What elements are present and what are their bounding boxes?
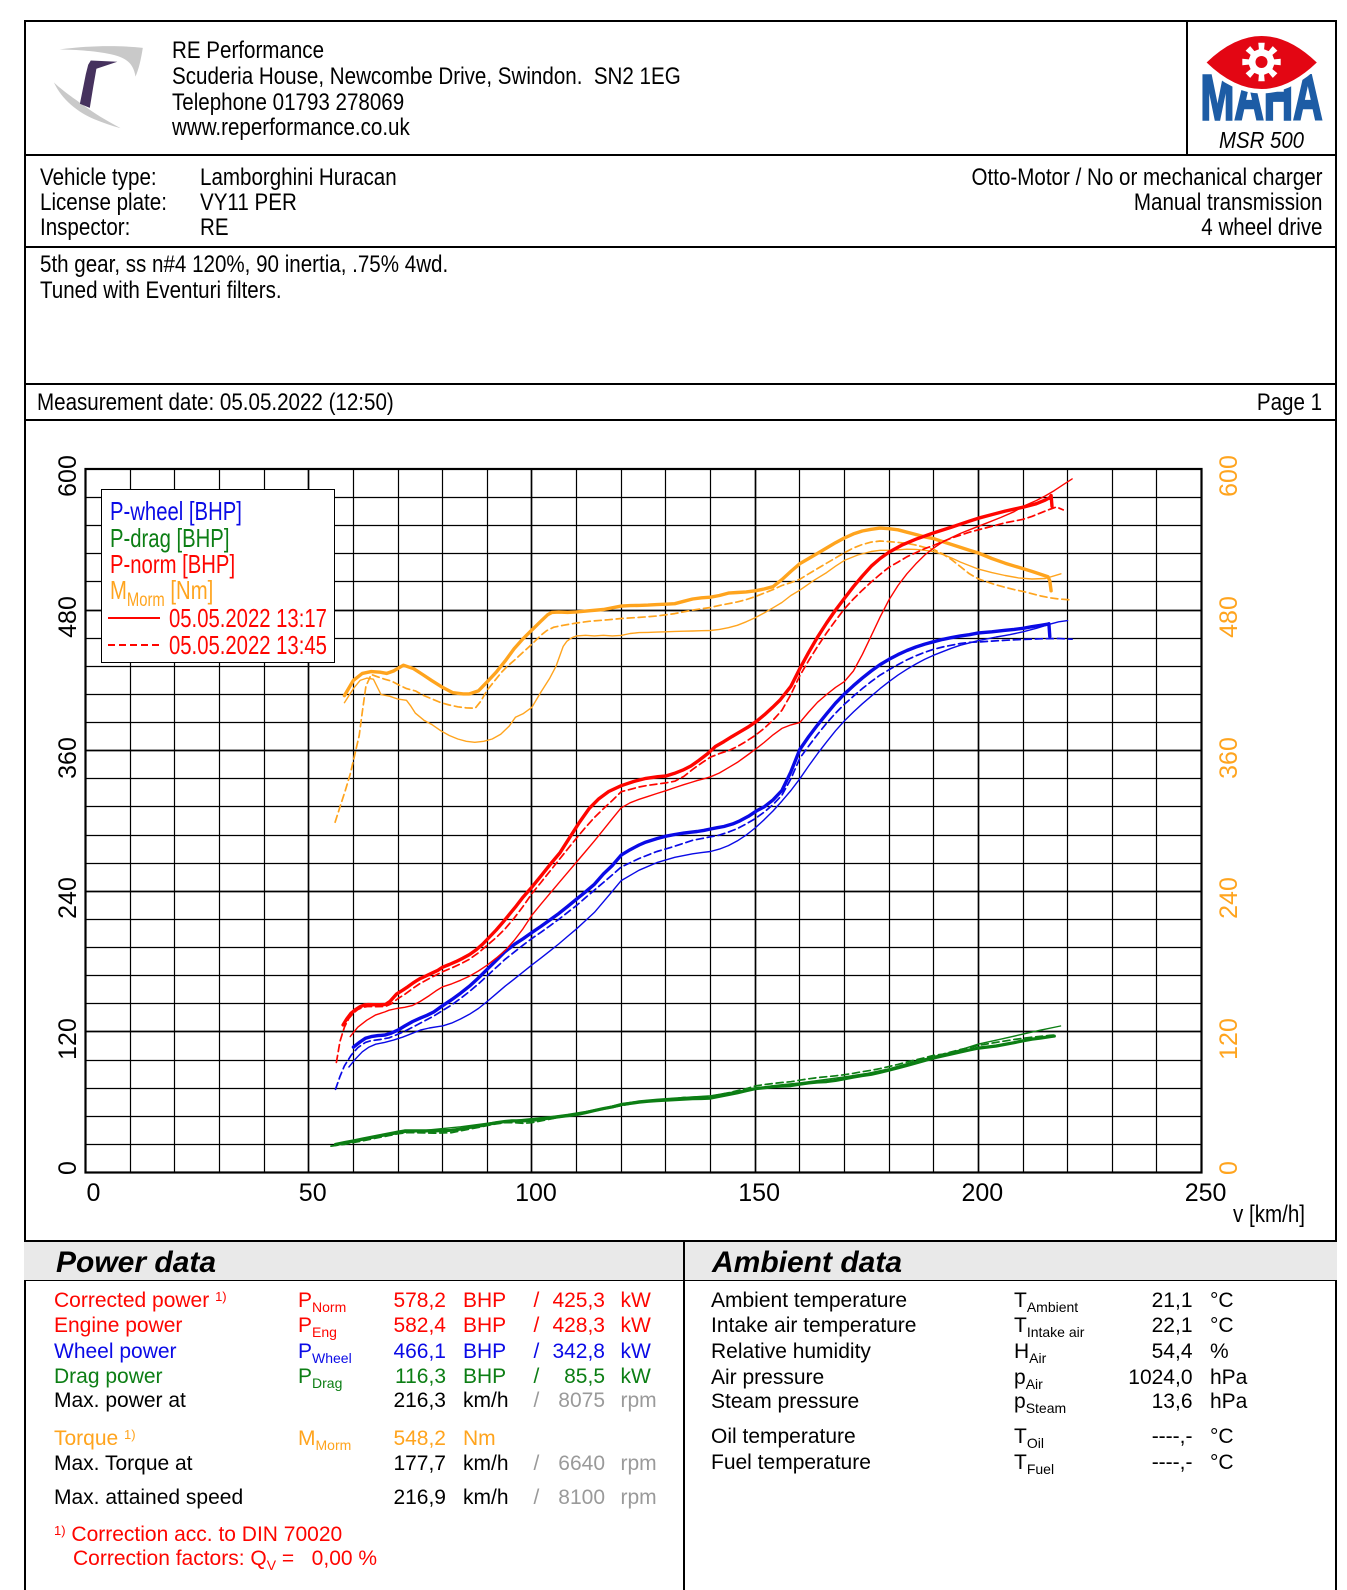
svg-text:MSR 500: MSR 500: [1219, 127, 1304, 153]
